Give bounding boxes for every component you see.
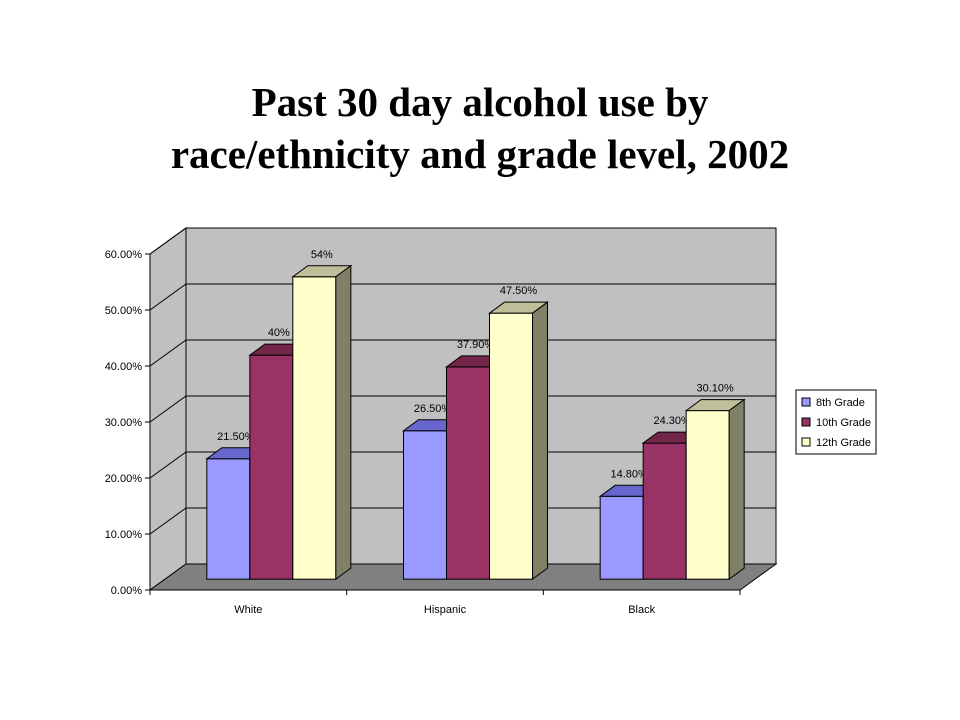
- bar: [249, 354, 294, 580]
- y-tick-label: 10.00%: [105, 529, 143, 541]
- bar: [403, 430, 447, 580]
- bar-side: [335, 264, 352, 581]
- legend-swatch: [801, 437, 811, 447]
- bar: [206, 458, 251, 580]
- legend-label: 8th Grade: [816, 397, 865, 409]
- data-label: 37.90%: [457, 339, 495, 351]
- chart-title-line-1: Past 30 day alcohol use by: [251, 79, 709, 125]
- gridline: [149, 283, 776, 311]
- gridline: [149, 227, 776, 255]
- data-label: 24.30%: [654, 415, 692, 427]
- gridline: [149, 339, 776, 367]
- bar: [642, 442, 687, 580]
- data-label: 30.10%: [697, 383, 735, 395]
- data-label: 26.50%: [414, 403, 452, 415]
- data-label: 47.50%: [500, 285, 538, 297]
- x-tick-label: Black: [628, 604, 655, 616]
- bar: [599, 495, 644, 580]
- y-tick-label: 20.00%: [105, 473, 143, 485]
- bar: [685, 410, 730, 580]
- x-tick-label: Hispanic: [424, 604, 467, 616]
- data-label: 54%: [311, 249, 333, 261]
- data-label: 14.80%: [611, 468, 649, 480]
- bar: [292, 276, 337, 580]
- chart-title-line-2: race/ethnicity and grade level, 2002: [170, 131, 790, 177]
- bar-side: [532, 301, 548, 581]
- y-tick-label: 60.00%: [105, 249, 143, 261]
- y-tick-label: 40.00%: [105, 361, 143, 373]
- bar: [489, 312, 533, 580]
- y-tick-label: 50.00%: [105, 305, 143, 317]
- bar-side: [728, 398, 745, 581]
- gridline: [149, 451, 776, 479]
- legend-swatch: [801, 417, 811, 427]
- legend-label: 10th Grade: [816, 417, 871, 429]
- data-label: 40%: [268, 327, 290, 339]
- y-tick-label: 0.00%: [111, 585, 142, 597]
- gridline: [149, 507, 776, 535]
- legend-label: 12th Grade: [816, 437, 871, 449]
- legend-swatch: [801, 397, 811, 407]
- bar: [446, 366, 490, 580]
- gridline: [149, 395, 776, 423]
- chart-title: Past 30 day alcohol use by race/ethnicit…: [0, 76, 960, 180]
- x-tick-label: White: [234, 604, 262, 616]
- data-label: 21.50%: [217, 431, 255, 443]
- y-tick-label: 30.00%: [105, 417, 143, 429]
